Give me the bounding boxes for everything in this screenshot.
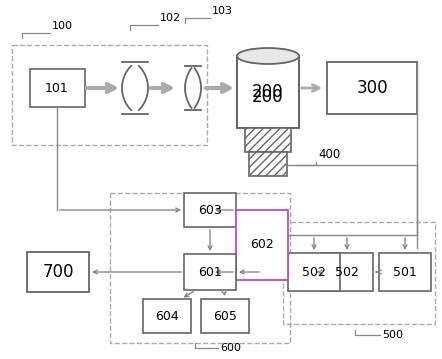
Bar <box>283 222 435 324</box>
Text: 101: 101 <box>45 81 69 94</box>
Text: 502: 502 <box>335 266 359 279</box>
Text: 603: 603 <box>198 204 222 216</box>
Bar <box>30 69 84 107</box>
Bar <box>327 62 417 114</box>
Bar <box>288 253 340 291</box>
Text: 102: 102 <box>160 13 181 23</box>
Text: 100: 100 <box>52 21 73 31</box>
Bar <box>379 253 431 291</box>
Text: 502: 502 <box>302 266 326 279</box>
Bar <box>236 210 288 280</box>
Bar <box>321 253 373 291</box>
Text: 700: 700 <box>42 263 74 281</box>
Text: 200: 200 <box>252 83 284 101</box>
Bar <box>184 193 236 227</box>
Text: 200: 200 <box>252 88 284 106</box>
Text: 600: 600 <box>220 343 241 353</box>
Bar <box>27 252 89 292</box>
Bar <box>110 193 290 343</box>
Text: 400: 400 <box>318 148 340 161</box>
Text: 604: 604 <box>155 309 179 322</box>
Text: 501: 501 <box>393 266 417 279</box>
Bar <box>249 152 287 176</box>
Text: 300: 300 <box>356 79 388 97</box>
Bar <box>237 56 299 128</box>
Text: 605: 605 <box>213 309 237 322</box>
Bar <box>12 45 207 145</box>
Ellipse shape <box>237 48 299 64</box>
Bar <box>184 254 236 290</box>
Text: 602: 602 <box>250 238 274 252</box>
Bar <box>143 299 191 333</box>
Text: 601: 601 <box>198 266 222 279</box>
Bar <box>201 299 249 333</box>
Text: 103: 103 <box>212 6 233 16</box>
Text: 500: 500 <box>382 330 403 340</box>
Bar <box>245 128 291 152</box>
